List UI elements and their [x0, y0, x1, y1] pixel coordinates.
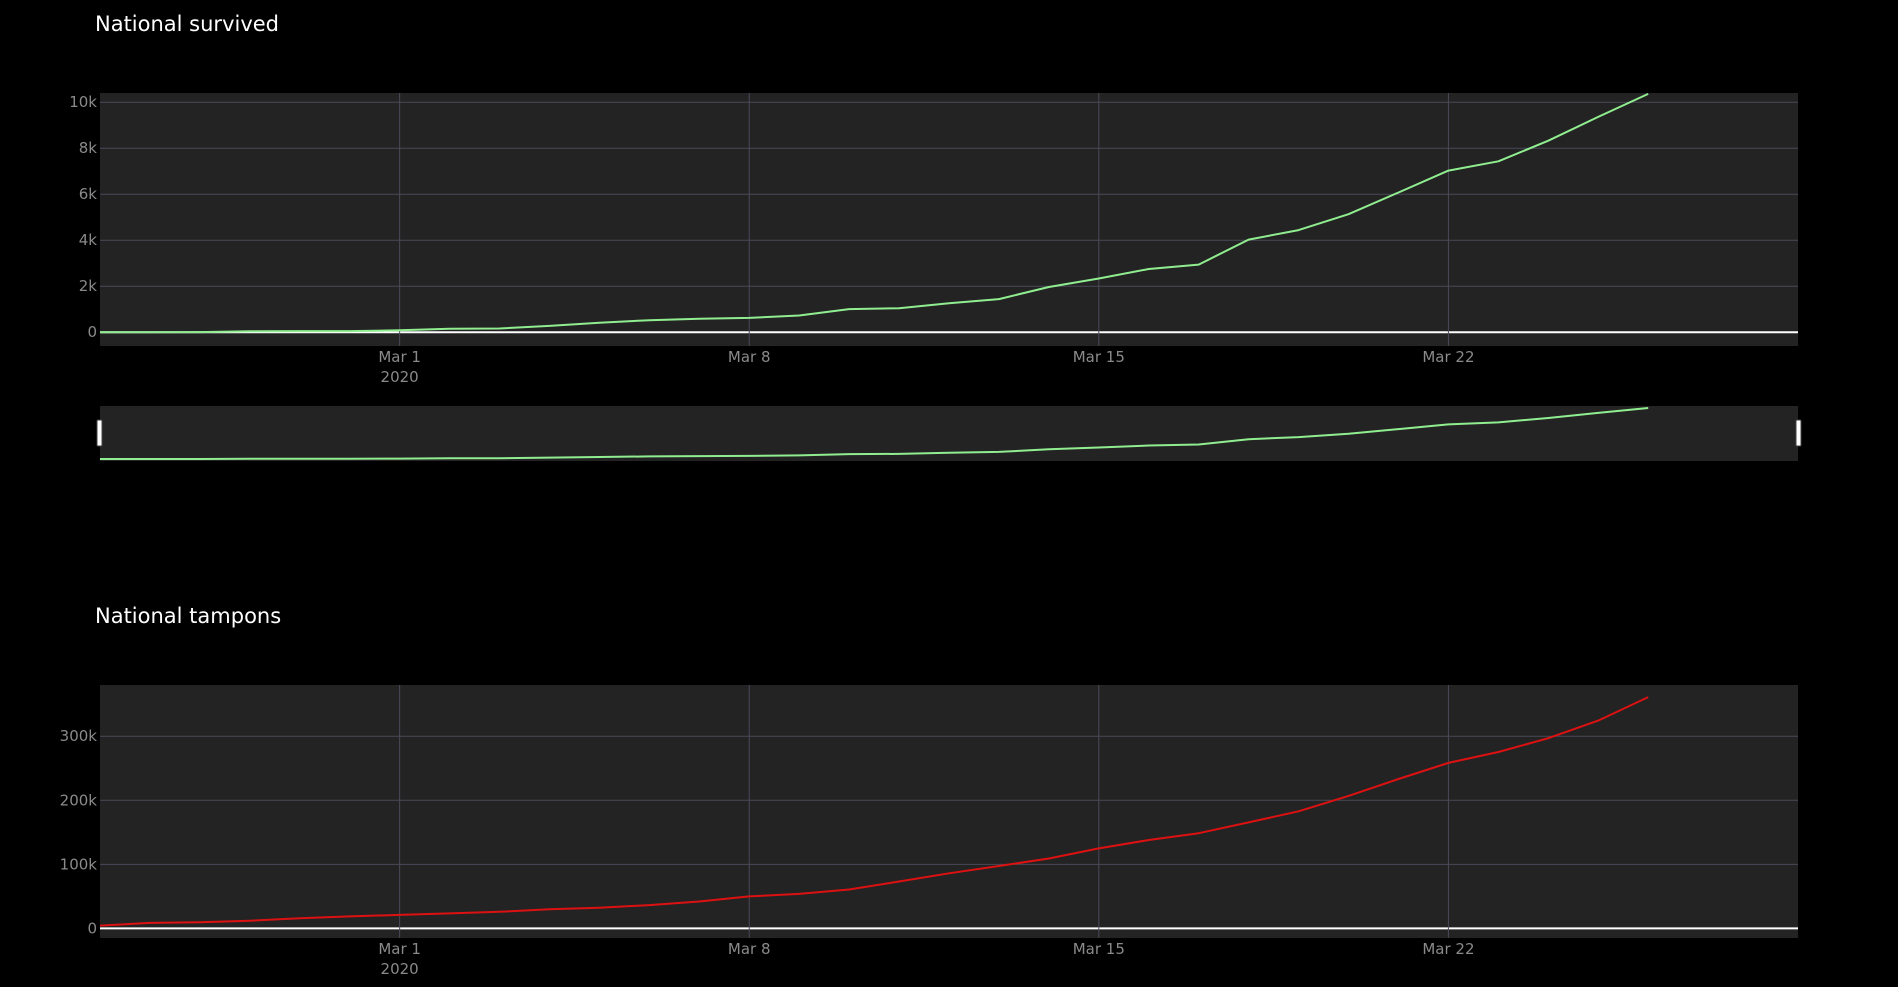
plot-area-tampons[interactable]	[100, 685, 1798, 938]
y-tick-label: 300k	[60, 727, 98, 745]
x-tick-year-label: 2020	[381, 368, 419, 386]
series-line[interactable]	[99, 696, 1649, 927]
x-tick-label: Mar 15	[1073, 348, 1125, 366]
x-tick-year-label: 2020	[381, 960, 419, 978]
gridlines-survived	[100, 93, 1798, 346]
y-tick-labels-tampons: 0 100k 200k 300k	[60, 727, 98, 937]
y-tick-label: 2k	[79, 277, 98, 295]
range-slider-right-handle[interactable]	[1795, 419, 1802, 447]
range-slider[interactable]	[96, 406, 1802, 461]
chart-title-tampons: National tampons	[95, 604, 281, 628]
x-tick-label: Mar 15	[1073, 940, 1125, 958]
plot-area-survived[interactable]	[100, 93, 1798, 346]
x-tick-label: Mar 22	[1422, 940, 1474, 958]
y-tick-label: 10k	[69, 93, 97, 111]
y-tick-label: 0	[87, 323, 97, 341]
series-survived	[100, 92, 1649, 334]
y-tick-label: 6k	[79, 185, 98, 203]
x-tick-label: Mar 8	[728, 348, 771, 366]
chart-survived: National survived 0 2k 4k 6k 8k 10k Mar 1 2020…	[69, 12, 1802, 461]
y-tick-label: 100k	[60, 855, 98, 873]
gridlines-tampons	[100, 685, 1798, 938]
y-tick-label: 4k	[79, 231, 98, 249]
series-line[interactable]	[100, 92, 1649, 334]
range-slider-series-line	[100, 407, 1649, 460]
x-tick-label: Mar 22	[1422, 348, 1474, 366]
series-tampons	[99, 696, 1649, 927]
y-tick-labels-survived: 0 2k 4k 6k 8k 10k	[69, 93, 97, 341]
x-tick-label: Mar 8	[728, 940, 771, 958]
range-slider-left-handle[interactable]	[96, 419, 103, 447]
x-tick-labels-survived: Mar 1 2020 Mar 8 Mar 15 Mar 22	[378, 348, 1474, 386]
x-tick-label: Mar 1	[378, 348, 421, 366]
y-tick-label: 200k	[60, 791, 98, 809]
y-tick-label: 0	[87, 919, 97, 937]
x-tick-labels-tampons: Mar 1 2020 Mar 8 Mar 15 Mar 22	[378, 940, 1474, 978]
range-slider-preview	[100, 407, 1649, 460]
y-tick-label: 8k	[79, 139, 98, 157]
chart-tampons: National tampons 0 100k 200k 300k Mar 1 2020…	[60, 604, 1798, 978]
chart-title-survived: National survived	[95, 12, 279, 36]
x-tick-label: Mar 1	[378, 940, 421, 958]
